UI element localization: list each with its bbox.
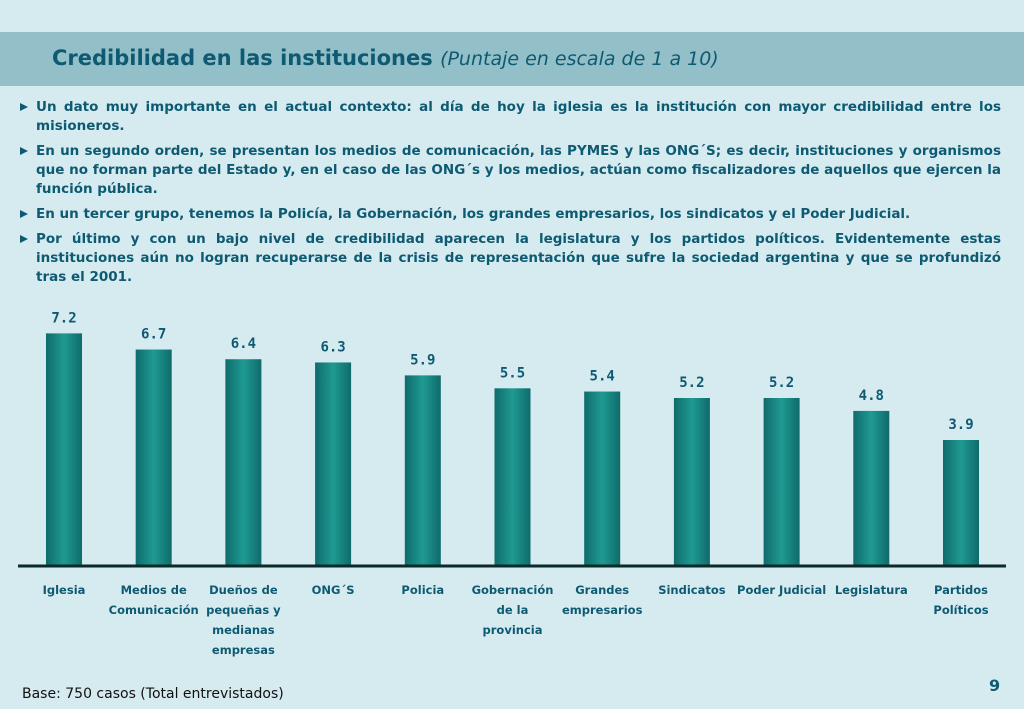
bar-0	[46, 333, 82, 566]
category-label: ONG´S	[312, 583, 355, 597]
category-label: Grandes empresarios	[562, 583, 643, 617]
labels-layer: 7.2 Iglesia 6.7 Medios de Comunicación 6.4 Due…	[43, 310, 989, 657]
data-label: 5.9	[410, 352, 435, 368]
bullet-item: Un dato muy importante en el actual cont…	[20, 98, 1001, 136]
bar-5	[494, 388, 531, 566]
bar-6	[584, 391, 621, 566]
bar-chart: 7.2 Iglesia 6.7 Medios de Comunicación 6.4 Due…	[18, 310, 1006, 657]
data-label: 7.2	[51, 310, 76, 326]
triangle-bullet-icon	[20, 147, 28, 155]
category-label: Legislatura	[835, 583, 908, 597]
title-text: Credibilidad en las instituciones	[52, 46, 433, 70]
data-label: 6.3	[320, 339, 345, 355]
bar-10	[943, 440, 979, 566]
bullet-item: En un tercer grupo, tenemos la Policía, …	[20, 205, 1001, 224]
category-label: Gobernación de la provincia	[472, 583, 554, 637]
bar-1	[135, 349, 172, 566]
data-label: 4.8	[859, 388, 884, 404]
bullet-text: Por último y con un bajo nivel de credib…	[36, 231, 1001, 285]
data-label: 5.5	[500, 365, 525, 381]
bullet-item: En un segundo orden, se presentan los me…	[20, 142, 1001, 199]
category-label: Partidos Políticos	[933, 583, 988, 617]
bar-9	[853, 410, 890, 566]
data-label: 5.2	[769, 375, 794, 391]
triangle-bullet-icon	[20, 235, 28, 243]
data-label: 5.4	[590, 369, 615, 385]
category-label: Poder Judicial	[737, 583, 826, 597]
base-note: Base: 750 casos (Total entrevistados)	[22, 686, 284, 702]
bullet-text: En un segundo orden, se presentan los me…	[36, 143, 1001, 197]
category-label: Policia	[401, 583, 444, 597]
category-label: Medios de Comunicación	[109, 583, 199, 617]
triangle-bullet-icon	[20, 210, 28, 218]
bar-7	[673, 398, 710, 566]
data-label: 5.2	[679, 375, 704, 391]
bar-3	[315, 362, 352, 566]
data-label: 6.7	[141, 327, 166, 343]
bullet-text: En un tercer grupo, tenemos la Policía, …	[36, 206, 911, 222]
page-subtitle: (Puntaje en escala de 1 a 10)	[440, 48, 719, 70]
triangle-bullet-icon	[20, 103, 28, 111]
category-label: Dueños de pequeñas y medianas empresas	[206, 583, 281, 657]
category-label: Iglesia	[43, 583, 86, 597]
bullet-list: Un dato muy importante en el actual cont…	[20, 98, 1001, 293]
bar-2	[225, 359, 262, 566]
data-label: 3.9	[948, 417, 973, 433]
bar-4	[404, 375, 441, 566]
page-number: 9	[989, 676, 1001, 695]
data-label: 6.4	[231, 336, 256, 352]
bars-layer	[46, 333, 979, 566]
bar-8	[763, 398, 800, 566]
header-bar	[0, 32, 1024, 86]
page-title: Credibilidad en las instituciones (Punta…	[52, 46, 719, 70]
bullet-text: Un dato muy importante en el actual cont…	[36, 99, 1001, 134]
bullet-item: Por último y con un bajo nivel de credib…	[20, 230, 1001, 287]
category-label: Sindicatos	[658, 583, 726, 597]
